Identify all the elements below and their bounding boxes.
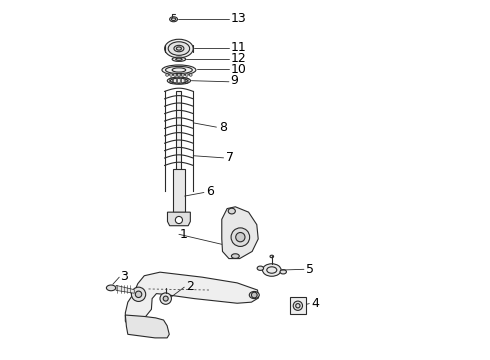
Circle shape bbox=[231, 228, 249, 247]
Ellipse shape bbox=[170, 74, 172, 76]
Bar bbox=[173, 169, 185, 212]
Ellipse shape bbox=[228, 208, 235, 214]
Ellipse shape bbox=[165, 39, 193, 58]
Ellipse shape bbox=[181, 74, 184, 76]
Ellipse shape bbox=[249, 292, 259, 298]
Circle shape bbox=[131, 287, 146, 301]
Ellipse shape bbox=[231, 254, 239, 258]
Ellipse shape bbox=[174, 45, 184, 52]
Circle shape bbox=[163, 296, 168, 301]
Ellipse shape bbox=[280, 270, 287, 274]
Bar bbox=[290, 297, 306, 314]
Text: 8: 8 bbox=[220, 121, 227, 134]
Text: 7: 7 bbox=[226, 151, 234, 164]
Polygon shape bbox=[222, 207, 258, 258]
Bar bbox=[176, 91, 181, 191]
Ellipse shape bbox=[177, 74, 180, 76]
Polygon shape bbox=[125, 272, 259, 326]
Text: 4: 4 bbox=[311, 297, 319, 310]
Text: 11: 11 bbox=[231, 41, 246, 54]
Ellipse shape bbox=[172, 57, 186, 62]
Ellipse shape bbox=[166, 74, 169, 76]
Circle shape bbox=[175, 216, 182, 224]
Polygon shape bbox=[116, 285, 134, 293]
Polygon shape bbox=[125, 315, 169, 338]
Ellipse shape bbox=[106, 285, 116, 291]
Text: 1: 1 bbox=[180, 228, 188, 241]
Circle shape bbox=[251, 292, 257, 298]
Circle shape bbox=[135, 291, 142, 297]
Polygon shape bbox=[168, 212, 190, 226]
Text: 2: 2 bbox=[186, 280, 194, 293]
Text: 12: 12 bbox=[231, 52, 246, 65]
Circle shape bbox=[293, 301, 302, 310]
Ellipse shape bbox=[185, 74, 188, 76]
Ellipse shape bbox=[270, 255, 273, 258]
Text: 5: 5 bbox=[306, 263, 314, 276]
Text: 6: 6 bbox=[206, 185, 214, 198]
Text: 13: 13 bbox=[231, 12, 246, 25]
Text: 10: 10 bbox=[231, 63, 246, 76]
Ellipse shape bbox=[263, 264, 281, 276]
Circle shape bbox=[236, 233, 245, 242]
Ellipse shape bbox=[162, 65, 196, 75]
Ellipse shape bbox=[167, 77, 191, 84]
Text: 3: 3 bbox=[120, 270, 128, 283]
Ellipse shape bbox=[168, 42, 190, 55]
Ellipse shape bbox=[257, 266, 264, 270]
Circle shape bbox=[160, 293, 172, 304]
Ellipse shape bbox=[173, 74, 176, 76]
Text: 9: 9 bbox=[231, 74, 239, 87]
Ellipse shape bbox=[170, 17, 177, 22]
Ellipse shape bbox=[189, 74, 192, 76]
